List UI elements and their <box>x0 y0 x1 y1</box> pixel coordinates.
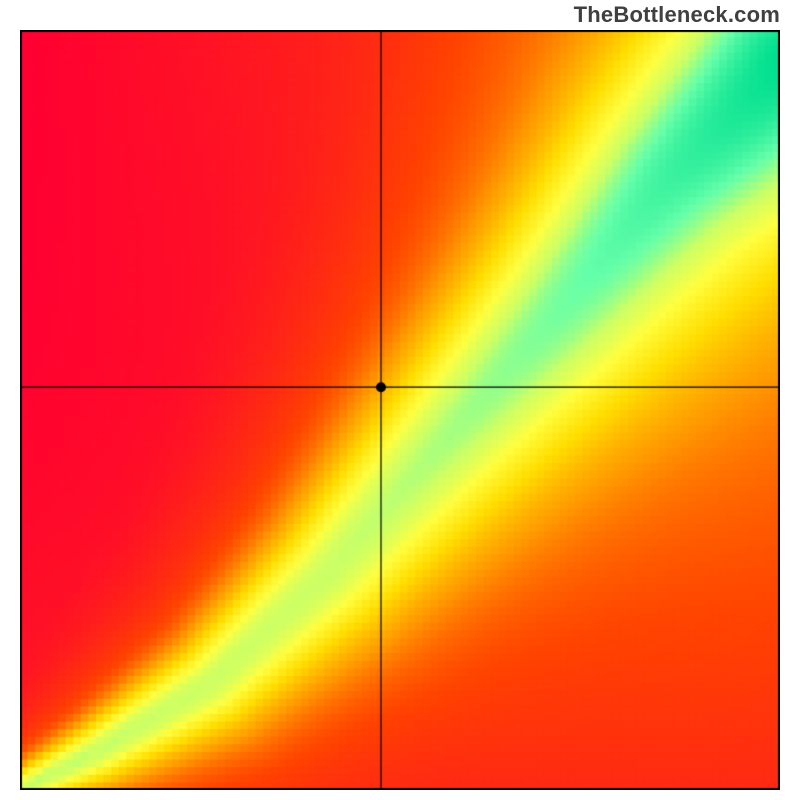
watermark-text: TheBottleneck.com <box>574 2 780 28</box>
bottleneck-heatmap <box>20 30 780 790</box>
